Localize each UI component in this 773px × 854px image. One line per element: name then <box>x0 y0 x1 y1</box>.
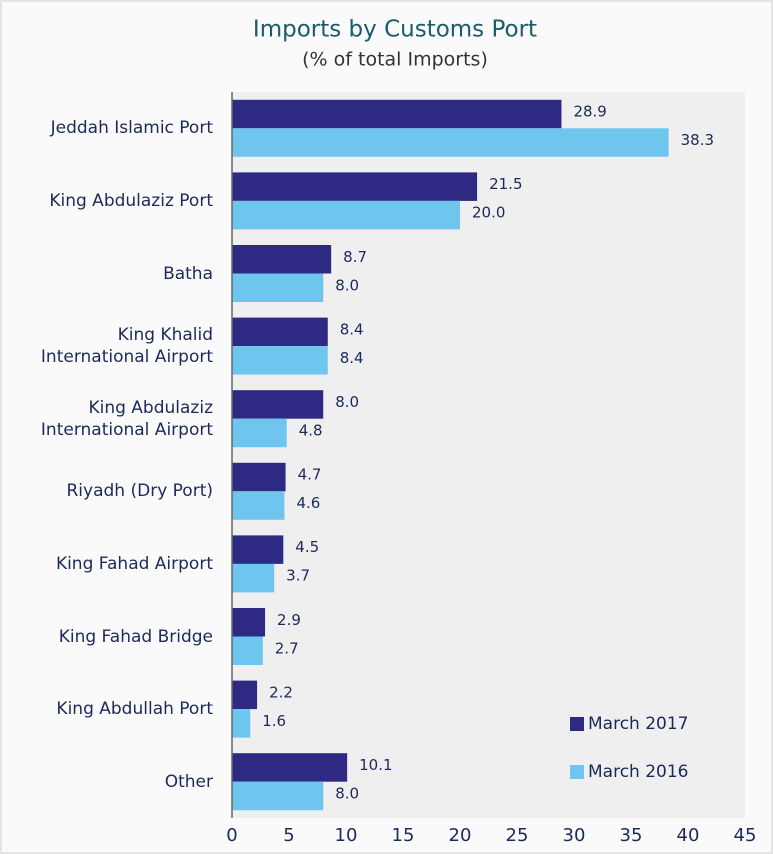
legend-label: March 2016 <box>588 762 689 782</box>
bar <box>232 128 669 157</box>
bar <box>232 245 332 274</box>
bar <box>232 200 460 230</box>
bar <box>232 346 328 375</box>
x-tick-label: 30 <box>563 825 586 846</box>
value-label: 1.6 <box>262 712 286 730</box>
value-label: 10.1 <box>359 756 392 774</box>
bar <box>232 781 324 811</box>
category-label: Other <box>164 771 213 792</box>
value-label: 2.9 <box>277 611 301 629</box>
value-label: 4.5 <box>295 538 319 556</box>
x-tick-label: 5 <box>283 825 294 846</box>
value-label: 8.7 <box>343 248 367 266</box>
legend-label: March 2017 <box>588 714 689 734</box>
chart-title: Imports by Customs Port <box>253 17 537 43</box>
value-label: 8.0 <box>335 784 359 802</box>
value-label: 8.0 <box>335 276 359 294</box>
category-label: King Khalid International Airport <box>40 325 213 368</box>
bar <box>232 418 287 448</box>
category-label: King Abdullah Port <box>56 699 213 720</box>
value-label: 4.7 <box>298 466 322 484</box>
value-label: 8.0 <box>335 393 359 411</box>
x-tick-label: 35 <box>620 825 643 846</box>
x-tick-label: 40 <box>677 825 700 846</box>
bar <box>232 563 275 593</box>
bar <box>232 535 284 564</box>
value-label: 20.0 <box>472 204 505 222</box>
value-label: 4.6 <box>296 494 320 512</box>
value-label: 21.5 <box>489 175 522 193</box>
bar <box>232 317 328 347</box>
value-label: 8.4 <box>340 320 364 338</box>
category-label: King Abdulaziz Port <box>49 190 213 211</box>
value-label: 28.9 <box>573 103 606 121</box>
x-tick-label: 0 <box>226 825 237 846</box>
bar <box>232 680 258 710</box>
category-label: Riyadh (Dry Port) <box>66 481 214 502</box>
bar <box>232 273 324 302</box>
category-label: Jeddah Islamic Port <box>50 118 213 139</box>
bar <box>232 172 478 201</box>
value-label: 4.8 <box>299 421 323 439</box>
bar <box>232 709 251 738</box>
value-label: 38.3 <box>681 131 714 149</box>
bar <box>232 99 562 129</box>
x-tick-label: 45 <box>734 825 757 846</box>
chart-subtitle: (% of total Imports) <box>302 49 488 71</box>
value-label: 2.7 <box>275 639 299 657</box>
legend-swatch <box>570 717 584 731</box>
legend-swatch <box>570 765 584 779</box>
category-label: King Fahad Airport <box>55 553 213 574</box>
bar <box>232 753 348 782</box>
x-tick-label: 15 <box>392 825 415 846</box>
bar <box>232 390 324 419</box>
bar <box>232 491 285 520</box>
bar <box>232 636 263 665</box>
x-tick-label: 25 <box>506 825 529 846</box>
bar <box>232 462 286 492</box>
value-label: 3.7 <box>286 567 310 585</box>
x-tick-label: 20 <box>449 825 472 846</box>
x-tick-label: 10 <box>335 825 358 846</box>
value-label: 2.2 <box>269 683 293 701</box>
category-label: Batha <box>163 263 213 284</box>
value-label: 8.4 <box>340 349 364 367</box>
category-label: King Abdulaziz International Airport <box>40 397 213 440</box>
bar <box>232 608 266 637</box>
category-label: King Fahad Bridge <box>58 626 213 647</box>
